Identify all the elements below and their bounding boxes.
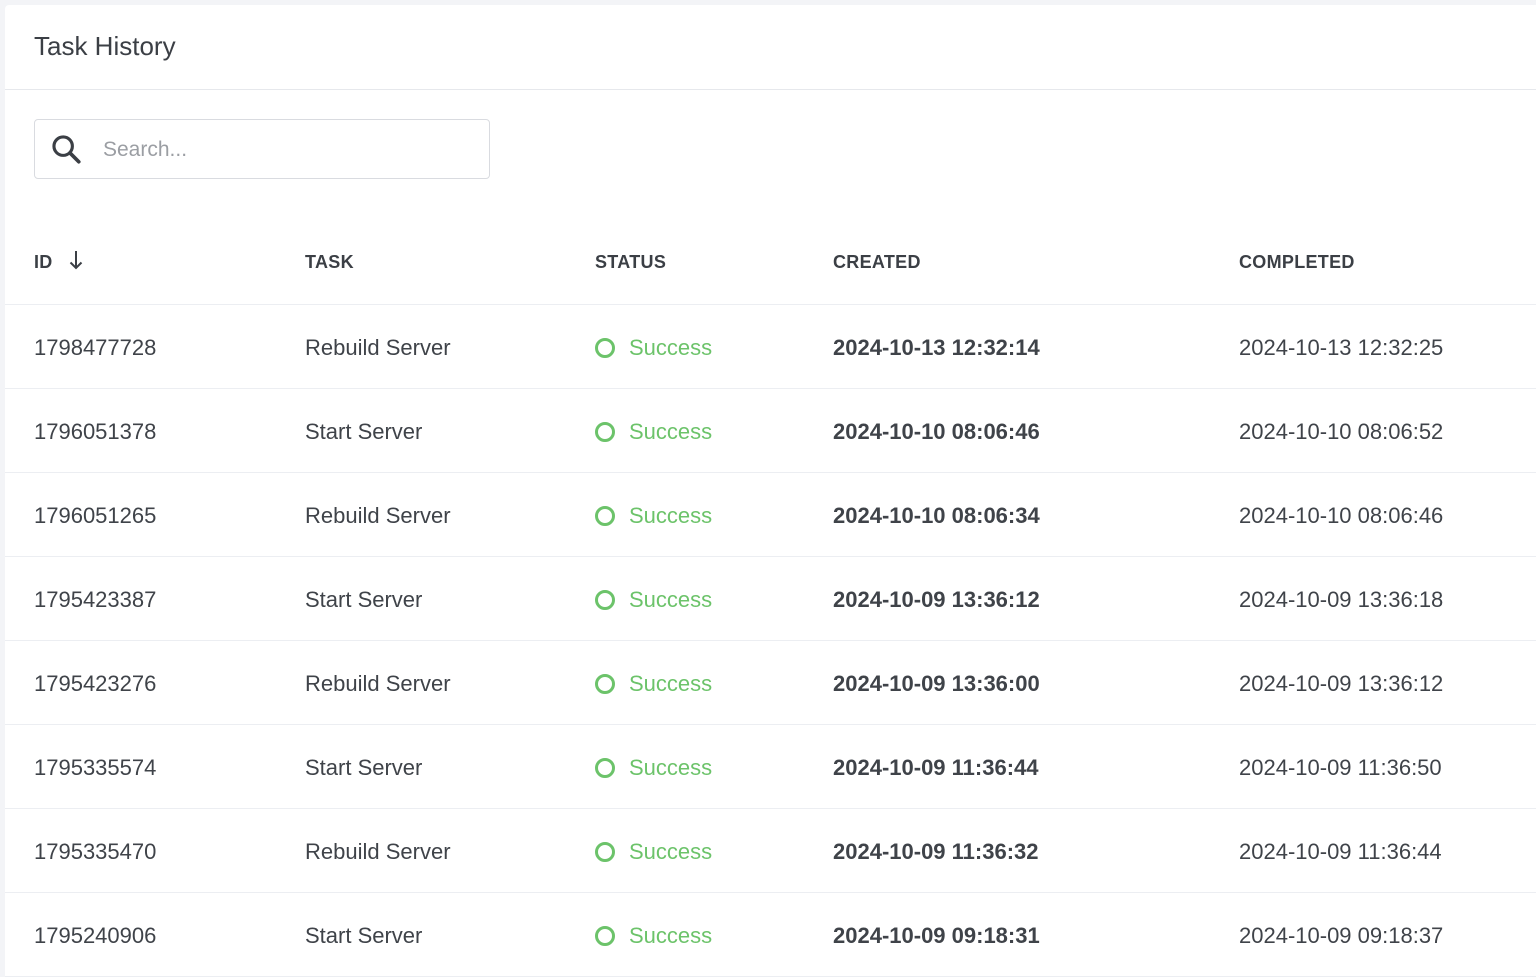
success-circle-icon xyxy=(595,758,615,778)
row-created: 2024-10-09 09:18:31 xyxy=(833,923,1040,948)
sort-descending-icon[interactable] xyxy=(69,249,83,271)
table-row[interactable]: 1796051378 Start Server Success 2024-10-10 … xyxy=(5,389,1536,473)
table-row[interactable]: 1798477728 Rebuild Server Success 2024-10-1… xyxy=(5,305,1536,389)
status-badge: Success xyxy=(595,419,712,445)
status-label: Success xyxy=(629,671,713,696)
row-created: 2024-10-13 12:32:14 xyxy=(833,335,1040,360)
card-header: Task History xyxy=(5,5,1536,90)
table-row[interactable]: 1795423387 Start Server Success 2024-10-09 … xyxy=(5,557,1536,641)
table-body: 1798477728 Rebuild Server Success 2024-10-1… xyxy=(5,305,1536,977)
row-id: 1795240906 xyxy=(34,923,157,948)
row-id: 1796051265 xyxy=(34,503,157,528)
row-completed: 2024-10-09 11:36:50 xyxy=(1239,755,1442,780)
row-id: 1795423387 xyxy=(34,587,157,612)
status-badge: Success xyxy=(595,839,712,865)
success-circle-icon xyxy=(595,338,615,358)
row-task: Start Server xyxy=(305,923,423,948)
row-id: 1795423276 xyxy=(34,671,157,696)
row-completed: 2024-10-09 13:36:12 xyxy=(1239,671,1444,696)
row-created: 2024-10-09 13:36:00 xyxy=(833,671,1040,696)
status-label: Success xyxy=(629,503,713,528)
status-badge: Success xyxy=(595,503,712,529)
column-header-id[interactable]: ID xyxy=(34,252,53,272)
column-header-completed[interactable]: COMPLETED xyxy=(1239,252,1355,272)
column-header-created[interactable]: CREATED xyxy=(833,252,921,272)
row-completed: 2024-10-09 09:18:37 xyxy=(1239,923,1444,948)
search-input[interactable] xyxy=(101,130,475,170)
row-task: Rebuild Server xyxy=(305,503,451,528)
row-created: 2024-10-09 11:36:44 xyxy=(833,755,1039,780)
column-header-status[interactable]: STATUS xyxy=(595,252,667,272)
row-id: 1795335470 xyxy=(34,839,157,864)
table-row[interactable]: 1796051265 Rebuild Server Success 2024-10-1… xyxy=(5,473,1536,557)
row-id: 1796051378 xyxy=(34,419,157,444)
row-task: Start Server xyxy=(305,419,423,444)
success-circle-icon xyxy=(595,674,615,694)
row-completed: 2024-10-10 08:06:46 xyxy=(1239,503,1444,528)
search-icon xyxy=(52,135,81,164)
row-task: Rebuild Server xyxy=(305,839,451,864)
row-task: Rebuild Server xyxy=(305,671,451,696)
status-badge: Success xyxy=(595,587,712,613)
status-badge: Success xyxy=(595,671,712,697)
table-header: ID TASK STATUS CREATED COMPLETED xyxy=(5,219,1536,305)
row-task: Start Server xyxy=(305,755,423,780)
table-row[interactable]: 1795240906 Start Server Success 2024-10-09 … xyxy=(5,893,1536,977)
status-badge: Success xyxy=(595,335,712,361)
table-row[interactable]: 1795335574 Start Server Success 2024-10-09 … xyxy=(5,725,1536,809)
status-label: Success xyxy=(629,419,713,444)
column-header-task[interactable]: TASK xyxy=(305,252,354,272)
row-created: 2024-10-10 08:06:34 xyxy=(833,503,1040,528)
search-box[interactable] xyxy=(34,119,490,179)
success-circle-icon xyxy=(595,422,615,442)
status-badge: Success xyxy=(595,755,712,781)
status-label: Success xyxy=(629,839,713,864)
status-label: Success xyxy=(629,755,713,780)
row-completed: 2024-10-10 08:06:52 xyxy=(1239,419,1444,444)
status-badge: Success xyxy=(595,923,712,949)
success-circle-icon xyxy=(595,842,615,862)
success-circle-icon xyxy=(595,590,615,610)
row-created: 2024-10-09 13:36:12 xyxy=(833,587,1040,612)
row-completed: 2024-10-09 13:36:18 xyxy=(1239,587,1444,612)
success-circle-icon xyxy=(595,506,615,526)
row-id: 1798477728 xyxy=(34,335,157,360)
row-created: 2024-10-10 08:06:46 xyxy=(833,419,1040,444)
success-circle-icon xyxy=(595,926,615,946)
table-row[interactable]: 1795423276 Rebuild Server Success 2024-10-0… xyxy=(5,641,1536,725)
row-task: Rebuild Server xyxy=(305,335,451,360)
row-id: 1795335574 xyxy=(34,755,157,780)
task-history-card: Task History ID TASK STATUS CREATED COMP… xyxy=(5,5,1536,977)
status-label: Success xyxy=(629,923,713,948)
status-label: Success xyxy=(629,335,713,360)
row-completed: 2024-10-09 11:36:44 xyxy=(1239,839,1442,864)
status-label: Success xyxy=(629,587,713,612)
row-created: 2024-10-09 11:36:32 xyxy=(833,839,1039,864)
page-title: Task History xyxy=(34,31,176,61)
table-row[interactable]: 1795335470 Rebuild Server Success 2024-10-0… xyxy=(5,809,1536,893)
row-task: Start Server xyxy=(305,587,423,612)
row-completed: 2024-10-13 12:32:25 xyxy=(1239,335,1444,360)
